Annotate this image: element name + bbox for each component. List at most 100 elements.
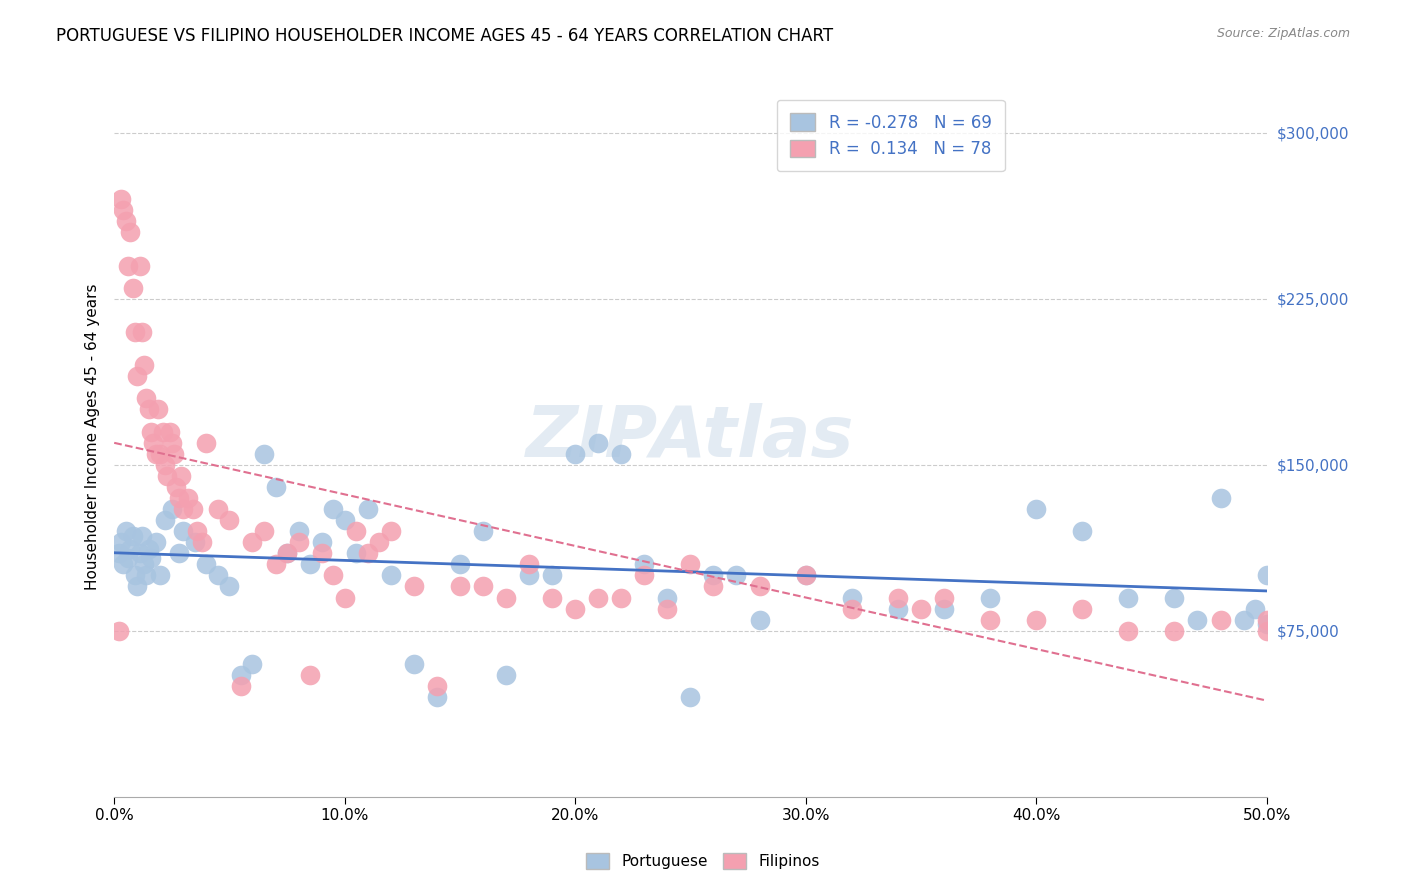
Point: [841, 591, 863, 605]
Point: [170, 468, 193, 483]
Point: [333, 591, 356, 605]
Point: [1163, 624, 1185, 638]
Point: [794, 568, 817, 582]
Point: [160, 435, 183, 450]
Point: [1209, 491, 1232, 505]
Point: [1244, 601, 1267, 615]
Point: [426, 690, 449, 704]
Point: [229, 679, 252, 693]
Text: PORTUGUESE VS FILIPINO HOUSEHOLDER INCOME AGES 45 - 64 YEARS CORRELATION CHART: PORTUGUESE VS FILIPINO HOUSEHOLDER INCOM…: [56, 27, 834, 45]
Y-axis label: Householder Income Ages 45 - 64 years: Householder Income Ages 45 - 64 years: [86, 284, 100, 591]
Point: [887, 591, 910, 605]
Point: [195, 435, 218, 450]
Point: [167, 546, 190, 560]
Point: [380, 568, 402, 582]
Point: [120, 541, 142, 556]
Point: [748, 613, 770, 627]
Point: [564, 447, 586, 461]
Point: [135, 568, 157, 582]
Point: [1025, 502, 1047, 516]
Point: [402, 579, 425, 593]
Text: Source: ZipAtlas.com: Source: ZipAtlas.com: [1216, 27, 1350, 40]
Point: [114, 214, 136, 228]
Point: [344, 524, 367, 538]
Point: [287, 524, 309, 538]
Point: [207, 502, 229, 516]
Point: [131, 528, 153, 542]
Point: [172, 524, 194, 538]
Point: [131, 325, 153, 339]
Point: [517, 558, 540, 572]
Point: [124, 568, 146, 582]
Point: [1232, 613, 1254, 627]
Point: [114, 524, 136, 538]
Point: [110, 535, 132, 549]
Point: [1256, 613, 1278, 627]
Point: [979, 591, 1001, 605]
Point: [195, 558, 218, 572]
Point: [124, 325, 146, 339]
Point: [610, 447, 633, 461]
Point: [725, 568, 748, 582]
Point: [218, 579, 240, 593]
Point: [541, 568, 564, 582]
Point: [110, 192, 132, 206]
Point: [264, 480, 287, 494]
Point: [242, 535, 264, 549]
Legend: R = -0.278   N = 69, R =  0.134   N = 78: R = -0.278 N = 69, R = 0.134 N = 78: [778, 100, 1005, 171]
Point: [145, 535, 167, 549]
Point: [633, 568, 655, 582]
Point: [117, 259, 139, 273]
Point: [299, 558, 322, 572]
Point: [128, 259, 150, 273]
Point: [172, 502, 194, 516]
Point: [167, 491, 190, 505]
Point: [159, 425, 181, 439]
Point: [156, 468, 179, 483]
Point: [127, 369, 149, 384]
Point: [1071, 524, 1094, 538]
Point: [264, 558, 287, 572]
Point: [142, 435, 165, 450]
Point: [471, 579, 494, 593]
Point: [153, 513, 176, 527]
Point: [276, 546, 298, 560]
Point: [426, 679, 449, 693]
Point: [163, 447, 186, 461]
Point: [287, 535, 309, 549]
Point: [138, 402, 160, 417]
Point: [841, 601, 863, 615]
Point: [979, 613, 1001, 627]
Point: [165, 480, 187, 494]
Point: [145, 447, 167, 461]
Point: [253, 524, 276, 538]
Point: [794, 568, 817, 582]
Point: [679, 690, 702, 704]
Point: [229, 668, 252, 682]
Point: [887, 601, 910, 615]
Point: [184, 535, 207, 549]
Point: [1025, 613, 1047, 627]
Point: [299, 668, 322, 682]
Point: [344, 546, 367, 560]
Point: [149, 568, 172, 582]
Point: [253, 447, 276, 461]
Point: [186, 524, 208, 538]
Point: [495, 591, 517, 605]
Point: [633, 558, 655, 572]
Point: [357, 502, 380, 516]
Point: [153, 458, 176, 472]
Point: [586, 591, 609, 605]
Point: [1071, 601, 1094, 615]
Point: [149, 447, 172, 461]
Point: [121, 528, 143, 542]
Point: [107, 546, 129, 560]
Point: [657, 601, 679, 615]
Point: [322, 568, 344, 582]
Point: [112, 558, 135, 572]
Point: [112, 203, 135, 218]
Point: [134, 558, 156, 572]
Point: [1163, 591, 1185, 605]
Point: [191, 535, 214, 549]
Point: [1256, 617, 1278, 632]
